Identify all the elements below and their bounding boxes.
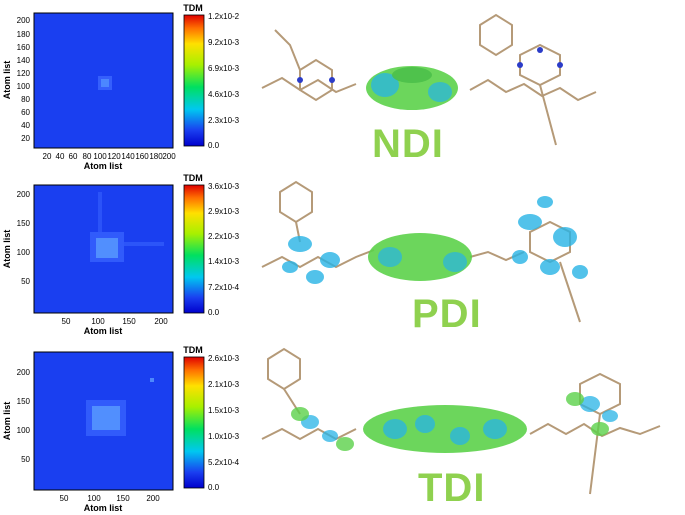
- pdi-molecule: [261, 180, 588, 323]
- panel-tdi: 200 150 100 50 50 100 150 200 Atom list …: [0, 344, 685, 514]
- pdi-hotspot: [90, 192, 164, 262]
- tdi-cbar-tick: 2.1x10-3: [208, 380, 240, 389]
- tdi-xtick: 100: [87, 494, 101, 503]
- panel-ndi: 200 180 160 140 120 100 80 60 40 20 20 4…: [0, 0, 685, 170]
- pdi-cbar-tick: 1.4x10-3: [208, 257, 240, 266]
- ndi-xtick: 180: [149, 152, 163, 161]
- ndi-hotspot: [98, 76, 112, 90]
- ndi-cbar-tick: 2.3x10-3: [208, 116, 240, 125]
- ndi-ytick: 160: [17, 43, 31, 52]
- ndi-cbar-tick: 6.9x10-3: [208, 64, 240, 73]
- ndi-colorbar-title: TDM: [183, 3, 203, 13]
- tdi-cbar-tick: 0.0: [208, 483, 220, 492]
- pdi-xlabel: Atom list: [84, 326, 123, 336]
- tdi-xtick: 150: [116, 494, 130, 503]
- tdi-cbar-tick: 5.2x10-4: [208, 458, 240, 467]
- ndi-colorbar: [183, 14, 205, 147]
- tdi-hotspot: [86, 378, 154, 436]
- ndi-y-ticks: 200 180 160 140 120 100 80 60 40 20: [17, 16, 31, 143]
- panel-pdi: 200 150 100 50 50 100 150 200 Atom list …: [0, 172, 685, 342]
- tdi-cbar-tick: 1.5x10-3: [208, 406, 240, 415]
- ndi-xlabel: Atom list: [84, 161, 123, 170]
- ndi-xtick: 80: [83, 152, 92, 161]
- ndi-ytick: 80: [21, 95, 30, 104]
- pdi-cbar-tick: 7.2x10-4: [208, 283, 240, 292]
- tdi-ytick: 100: [17, 426, 31, 435]
- pdi-cbar-tick: 2.9x10-3: [208, 207, 240, 216]
- pdi-cbar-tick: 3.6x10-3: [208, 182, 240, 191]
- ndi-xtick: 20: [43, 152, 52, 161]
- ndi-ytick: 100: [17, 82, 31, 91]
- pdi-colorbar: [183, 184, 205, 314]
- ndi-xtick: 40: [56, 152, 65, 161]
- pdi-xtick: 200: [154, 317, 168, 326]
- ndi-frame: [33, 12, 174, 149]
- tdi-cbar-tick: 2.6x10-3: [208, 354, 240, 363]
- ndi-cbar-tick: 9.2x10-3: [208, 38, 240, 47]
- tdi-colorbar-title: TDM: [183, 345, 203, 355]
- ndi-xtick: 60: [69, 152, 78, 161]
- pdi-label: PDI: [412, 292, 482, 336]
- pdi-xtick: 100: [91, 317, 105, 326]
- ndi-x-ticks: 20 40 60 80 100 120 140 160 180 200: [43, 152, 177, 161]
- tdi-ytick: 200: [17, 368, 31, 377]
- pdi-xtick: 150: [122, 317, 136, 326]
- ndi-figure: 200 180 160 140 120 100 80 60 40 20 20 4…: [2, 3, 597, 170]
- ndi-xtick: 100: [93, 152, 107, 161]
- ndi-ytick: 60: [21, 108, 30, 117]
- pdi-y-ticks: 200 150 100 50: [17, 190, 31, 286]
- ndi-ylabel: Atom list: [2, 61, 12, 100]
- tdi-ytick: 50: [21, 455, 30, 464]
- ndi-molecule: [261, 13, 597, 146]
- pdi-ytick: 150: [17, 219, 31, 228]
- pdi-ytick: 200: [17, 190, 31, 199]
- pdi-ytick: 100: [17, 248, 31, 257]
- tdi-molecule: [261, 347, 661, 495]
- ndi-colorbar-ticks: 1.2x10-2 9.2x10-3 6.9x10-3 4.6x10-3 2.3x…: [208, 12, 240, 150]
- pdi-colorbar-title: TDM: [183, 173, 203, 183]
- tdi-x-ticks: 50 100 150 200: [60, 494, 161, 503]
- pdi-ytick: 50: [21, 277, 30, 286]
- ndi-xtick: 140: [121, 152, 135, 161]
- pdi-figure: 200 150 100 50 50 100 150 200 Atom list …: [2, 173, 588, 336]
- tdi-xlabel: Atom list: [84, 503, 123, 513]
- tdi-y-ticks: 200 150 100 50: [17, 368, 31, 464]
- ndi-xtick: 200: [162, 152, 176, 161]
- ndi-xtick: 160: [135, 152, 149, 161]
- tdi-cbar-tick: 1.0x10-3: [208, 432, 240, 441]
- pdi-colorbar-ticks: 3.6x10-3 2.9x10-3 2.2x10-3 1.4x10-3 7.2x…: [208, 182, 240, 317]
- tdi-ytick: 150: [17, 397, 31, 406]
- tdi-xtick: 200: [146, 494, 160, 503]
- ndi-ytick: 180: [17, 30, 31, 39]
- ndi-ytick: 20: [21, 134, 30, 143]
- tdi-ylabel: Atom list: [2, 402, 12, 441]
- tdi-figure: 200 150 100 50 50 100 150 200 Atom list …: [2, 345, 661, 513]
- pdi-frame: [33, 184, 174, 314]
- tdi-label: TDI: [418, 466, 486, 510]
- pdi-x-ticks: 50 100 150 200: [62, 317, 169, 326]
- ndi-cbar-tick: 4.6x10-3: [208, 90, 240, 99]
- pdi-cbar-tick: 0.0: [208, 308, 220, 317]
- ndi-cbar-tick: 1.2x10-2: [208, 12, 240, 21]
- tdi-frame: [33, 351, 174, 491]
- ndi-label: NDI: [372, 122, 444, 166]
- pdi-ylabel: Atom list: [2, 230, 12, 269]
- ndi-cbar-tick: 0.0: [208, 141, 220, 150]
- ndi-ytick: 40: [21, 121, 30, 130]
- ndi-ytick: 120: [17, 69, 31, 78]
- ndi-ytick: 140: [17, 56, 31, 65]
- pdi-xtick: 50: [62, 317, 71, 326]
- ndi-xtick: 120: [107, 152, 121, 161]
- pdi-cbar-tick: 2.2x10-3: [208, 232, 240, 241]
- ndi-ytick: 200: [17, 16, 31, 25]
- tdi-colorbar-ticks: 2.6x10-3 2.1x10-3 1.5x10-3 1.0x10-3 5.2x…: [208, 354, 240, 492]
- tdi-colorbar: [183, 356, 205, 489]
- tdi-xtick: 50: [60, 494, 69, 503]
